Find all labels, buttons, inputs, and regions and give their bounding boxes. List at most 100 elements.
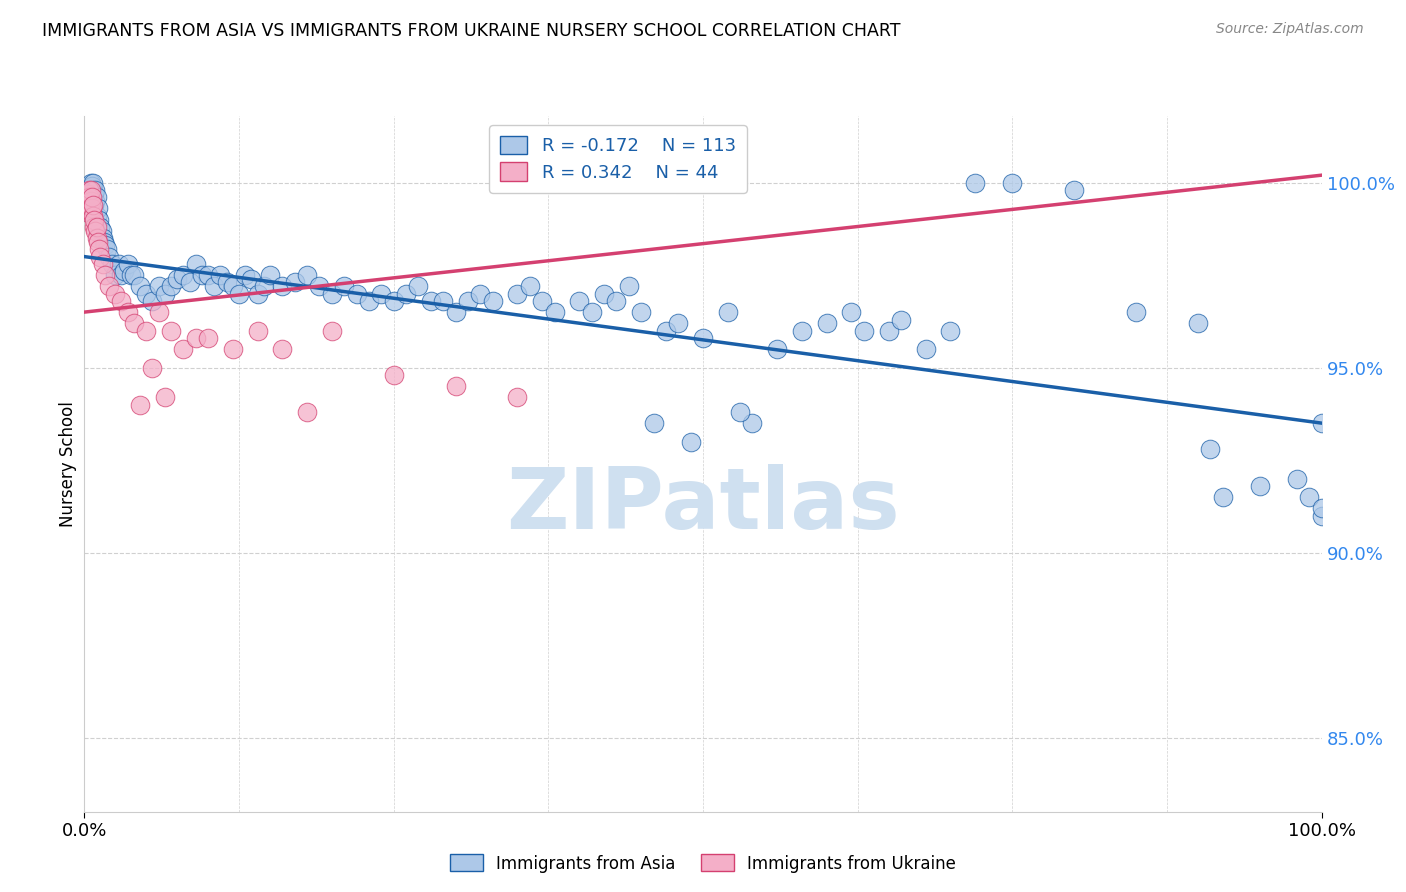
Point	[741, 416, 763, 430]
Point	[197, 331, 219, 345]
Point	[728, 405, 751, 419]
Point	[666, 316, 689, 330]
Point	[100, 257, 122, 271]
Point	[184, 331, 207, 345]
Point	[444, 305, 467, 319]
Point	[655, 324, 678, 338]
Point	[1285, 472, 1308, 486]
Point	[295, 268, 318, 282]
Point	[110, 268, 132, 282]
Point	[79, 176, 101, 190]
Point	[82, 183, 104, 197]
Point	[76, 205, 98, 219]
Point	[108, 257, 131, 271]
Point	[77, 194, 100, 208]
Point	[98, 250, 121, 264]
Point	[89, 212, 111, 227]
Point	[179, 276, 201, 290]
Point	[84, 224, 107, 238]
Point	[184, 257, 207, 271]
Point	[308, 279, 330, 293]
Point	[370, 286, 392, 301]
Point	[172, 268, 194, 282]
Point	[79, 190, 101, 204]
Point	[617, 279, 640, 293]
Point	[321, 286, 343, 301]
Point	[222, 279, 245, 293]
Point	[91, 257, 114, 271]
Point	[717, 305, 740, 319]
Point	[593, 286, 616, 301]
Point	[104, 286, 127, 301]
Point	[117, 305, 139, 319]
Point	[117, 257, 139, 271]
Point	[444, 379, 467, 393]
Point	[87, 202, 110, 216]
Point	[110, 293, 132, 308]
Point	[357, 293, 380, 308]
Point	[135, 324, 157, 338]
Point	[82, 202, 104, 216]
Point	[841, 305, 863, 319]
Point	[246, 324, 269, 338]
Point	[852, 324, 875, 338]
Point	[86, 190, 108, 204]
Point	[240, 272, 263, 286]
Point	[80, 202, 103, 216]
Point	[79, 183, 101, 197]
Point	[160, 279, 183, 293]
Text: IMMIGRANTS FROM ASIA VS IMMIGRANTS FROM UKRAINE NURSERY SCHOOL CORRELATION CHART: IMMIGRANTS FROM ASIA VS IMMIGRANTS FROM …	[42, 22, 901, 40]
Point	[568, 293, 591, 308]
Point	[581, 305, 603, 319]
Point	[80, 190, 103, 204]
Point	[246, 286, 269, 301]
Point	[766, 342, 789, 356]
Point	[679, 434, 702, 449]
Point	[692, 331, 714, 345]
Point	[135, 286, 157, 301]
Point	[86, 231, 108, 245]
Point	[84, 183, 107, 197]
Point	[83, 219, 105, 234]
Point	[202, 279, 225, 293]
Point	[89, 250, 111, 264]
Point	[120, 268, 142, 282]
Point	[79, 194, 101, 208]
Point	[83, 186, 105, 201]
Point	[94, 268, 117, 282]
Point	[86, 219, 108, 234]
Legend: Immigrants from Asia, Immigrants from Ukraine: Immigrants from Asia, Immigrants from Uk…	[443, 847, 963, 880]
Point	[408, 279, 430, 293]
Point	[1298, 490, 1320, 504]
Point	[914, 342, 936, 356]
Point	[82, 209, 104, 223]
Point	[91, 231, 114, 245]
Point	[104, 268, 127, 282]
Point	[253, 279, 276, 293]
Text: ZIPatlas: ZIPatlas	[506, 464, 900, 547]
Point	[87, 235, 110, 249]
Point	[79, 186, 101, 201]
Point	[172, 342, 194, 356]
Point	[1310, 416, 1333, 430]
Point	[84, 194, 107, 208]
Point	[1125, 305, 1147, 319]
Point	[939, 324, 962, 338]
Point	[481, 293, 503, 308]
Point	[233, 268, 256, 282]
Point	[122, 268, 145, 282]
Point	[1310, 508, 1333, 523]
Point	[98, 279, 121, 293]
Point	[382, 293, 405, 308]
Point	[141, 293, 163, 308]
Point	[82, 176, 104, 190]
Point	[148, 305, 170, 319]
Point	[222, 342, 245, 356]
Point	[80, 190, 103, 204]
Point	[271, 279, 294, 293]
Point	[141, 360, 163, 375]
Point	[228, 286, 250, 301]
Point	[90, 224, 112, 238]
Point	[83, 212, 105, 227]
Point	[506, 286, 529, 301]
